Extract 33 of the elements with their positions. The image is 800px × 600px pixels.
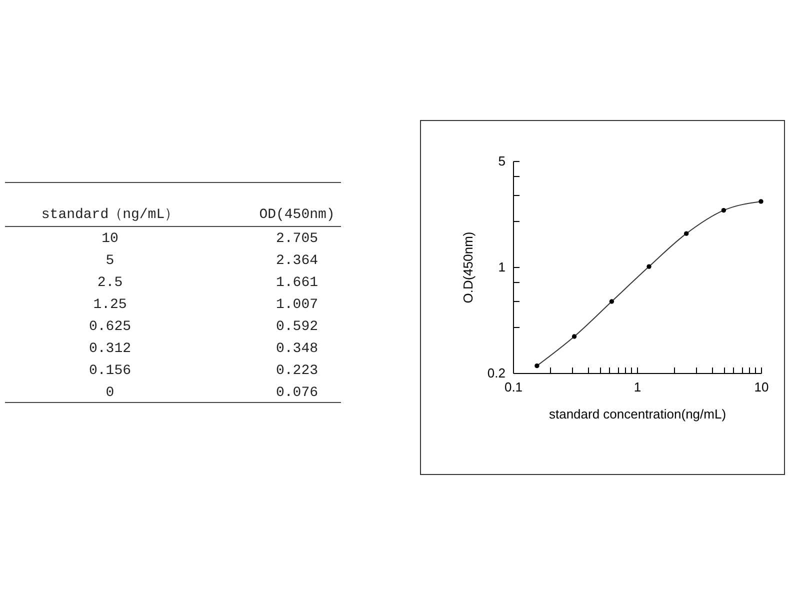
- category-label: 2.5: [97, 275, 123, 291]
- point: [758, 199, 764, 204]
- category-label: 0.312: [88, 341, 132, 357]
- x-tick-label: 0.1: [504, 380, 523, 394]
- point: [609, 299, 614, 304]
- data-label: 0.592: [276, 319, 318, 335]
- category-label: 5: [106, 253, 114, 269]
- text: OD(450nm): [259, 207, 335, 223]
- point: [684, 231, 689, 236]
- data-label: 1.007: [276, 297, 318, 313]
- data-label: 0.076: [276, 385, 318, 401]
- point: [646, 264, 652, 269]
- data-label: 0.223: [276, 363, 318, 379]
- x-axis-title: standard concentration(ng/mL): [548, 406, 726, 422]
- y-tick-label: 0.2: [487, 366, 506, 380]
- category-label: 10: [102, 231, 118, 247]
- x-tick-label: 1: [634, 380, 642, 394]
- data-label: 0.348: [276, 341, 318, 357]
- data-label: 2.705: [276, 231, 318, 247]
- data-label: 2.364: [276, 253, 318, 269]
- y-axis-title: O.D(450nm): [460, 232, 476, 304]
- category-label: 0: [106, 385, 114, 401]
- y-tick-label: 5: [498, 154, 506, 168]
- category-label: 1.25: [93, 297, 127, 313]
- x-tick-label: 10: [754, 380, 769, 394]
- point: [534, 363, 540, 368]
- y-tick-label: 1: [498, 260, 506, 274]
- point: [721, 208, 726, 213]
- category-label: 0.625: [88, 319, 132, 335]
- category-label: 0.156: [88, 363, 132, 379]
- point: [572, 334, 577, 339]
- text: standard（ng/mL）: [41, 207, 179, 223]
- data-label: 1.661: [276, 275, 318, 291]
